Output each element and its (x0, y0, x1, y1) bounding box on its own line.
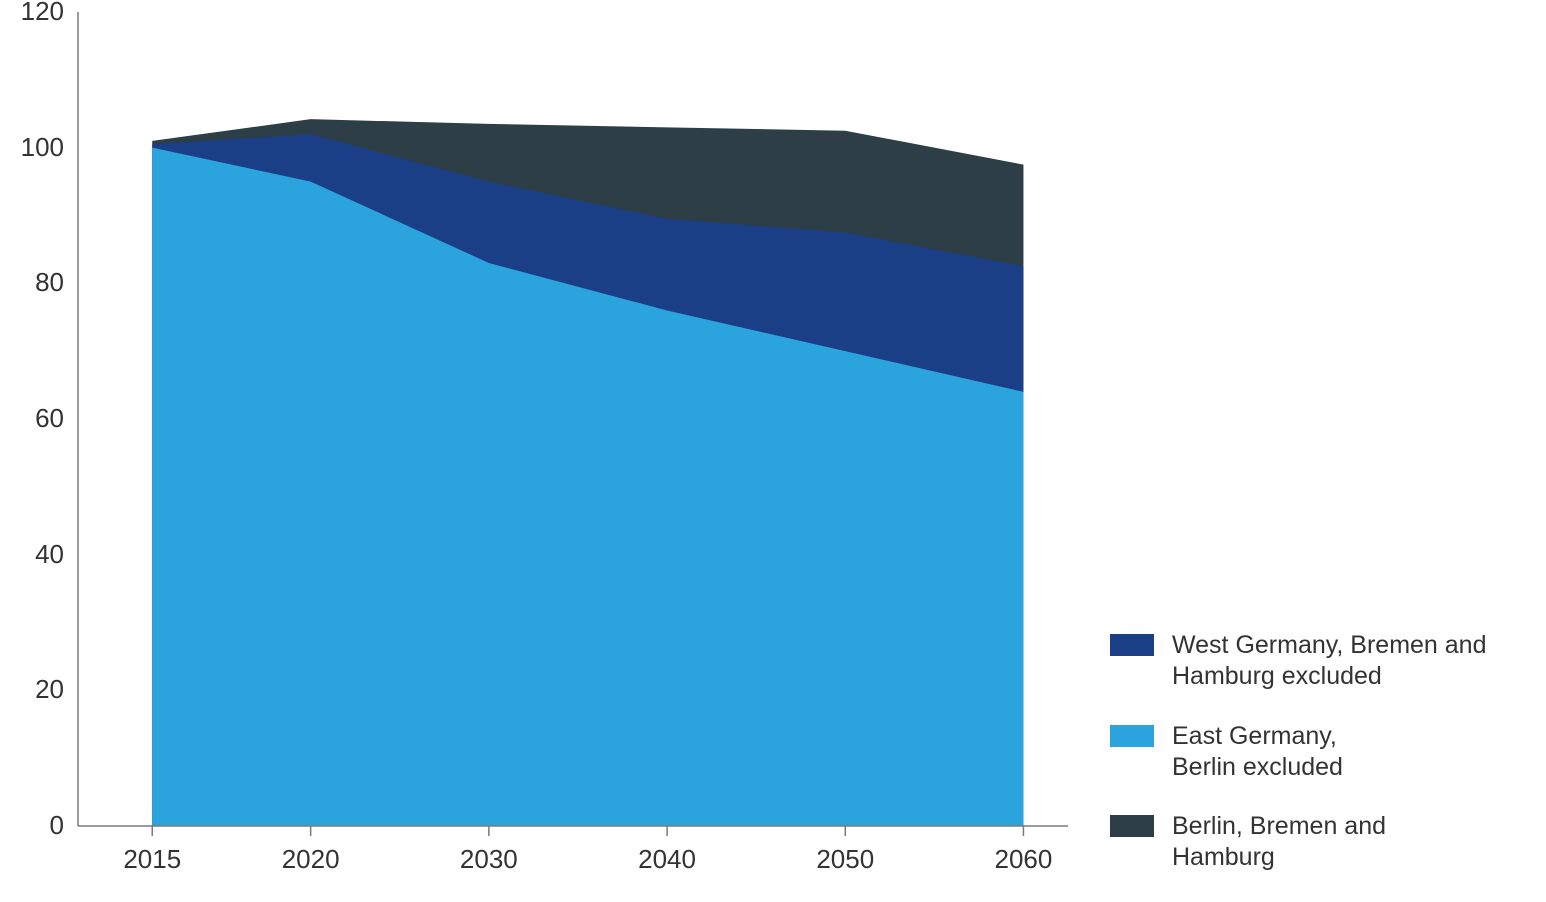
chart-container: 020406080100120 201520202030204020502060… (0, 0, 1546, 900)
legend-label: Berlin, Bremen andHamburg (1172, 811, 1386, 874)
legend: West Germany, Bremen andHamburg excluded… (1110, 630, 1486, 902)
y-tick-label: 20 (4, 674, 64, 705)
y-tick-label: 120 (4, 0, 64, 27)
y-tick-label: 80 (4, 267, 64, 298)
legend-swatch (1110, 634, 1154, 656)
x-tick-label: 2040 (638, 844, 696, 875)
x-tick-label: 2050 (816, 844, 874, 875)
y-tick-label: 0 (4, 810, 64, 841)
x-tick-label: 2060 (995, 844, 1053, 875)
legend-item-east: East Germany,Berlin excluded (1110, 721, 1486, 784)
y-tick-label: 100 (4, 132, 64, 163)
legend-item-cities: Berlin, Bremen andHamburg (1110, 811, 1486, 874)
y-tick-label: 40 (4, 539, 64, 570)
x-tick-label: 2030 (460, 844, 518, 875)
x-tick-label: 2015 (123, 844, 181, 875)
legend-label: East Germany,Berlin excluded (1172, 721, 1343, 784)
y-tick-label: 60 (4, 403, 64, 434)
legend-swatch (1110, 815, 1154, 837)
x-tick-label: 2020 (282, 844, 340, 875)
legend-label: West Germany, Bremen andHamburg excluded (1172, 630, 1486, 693)
legend-swatch (1110, 725, 1154, 747)
legend-item-west: West Germany, Bremen andHamburg excluded (1110, 630, 1486, 693)
